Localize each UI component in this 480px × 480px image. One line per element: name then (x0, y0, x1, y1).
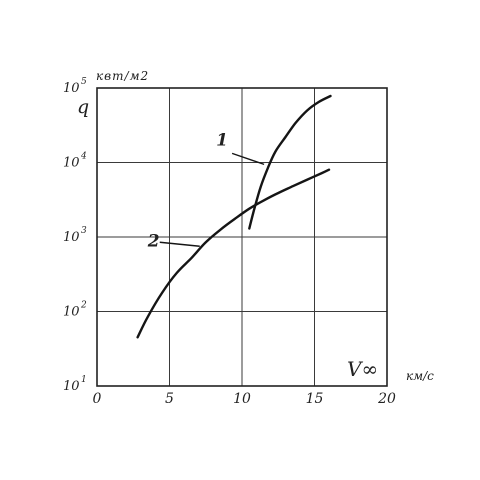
plot-frame (96, 87, 388, 387)
y-tick-label: 10 (63, 156, 80, 171)
y-tick-exponent: 5 (81, 77, 87, 87)
y-axis-unit: квт/м2 (96, 69, 149, 83)
x-tick-label: 5 (165, 391, 174, 407)
series-1-label: 1 (216, 130, 228, 150)
grid (97, 88, 387, 386)
y-tick-label: 10 (63, 81, 80, 96)
series-1-line (248, 94, 332, 230)
x-tick-label: 15 (306, 391, 324, 407)
y-tick-label: 10 (63, 230, 80, 245)
y-tick-exponent: 2 (80, 301, 87, 311)
series-2-leader (159, 241, 200, 247)
x-tick-label: 10 (233, 391, 251, 407)
y-tick-exponent: 1 (81, 375, 87, 385)
y-tick-label: 10 (63, 379, 80, 394)
series-2-label: 2 (147, 231, 160, 251)
labels: q квт/м2 V∞ км/с (77, 69, 434, 383)
series-2-line (136, 168, 331, 339)
y-tick-label: 10 (63, 305, 80, 320)
series-layer: 12 (136, 94, 332, 339)
y-tick-exponent: 4 (80, 152, 87, 162)
y-tick-exponent: 3 (81, 226, 87, 236)
x-axis-label: V∞ (347, 357, 378, 381)
x-tick-label: 20 (377, 391, 396, 407)
y-axis-label: q (77, 96, 89, 118)
x-axis-unit: км/с (406, 369, 434, 383)
x-tick-label: 0 (93, 391, 102, 407)
series-1-leader (231, 152, 265, 166)
